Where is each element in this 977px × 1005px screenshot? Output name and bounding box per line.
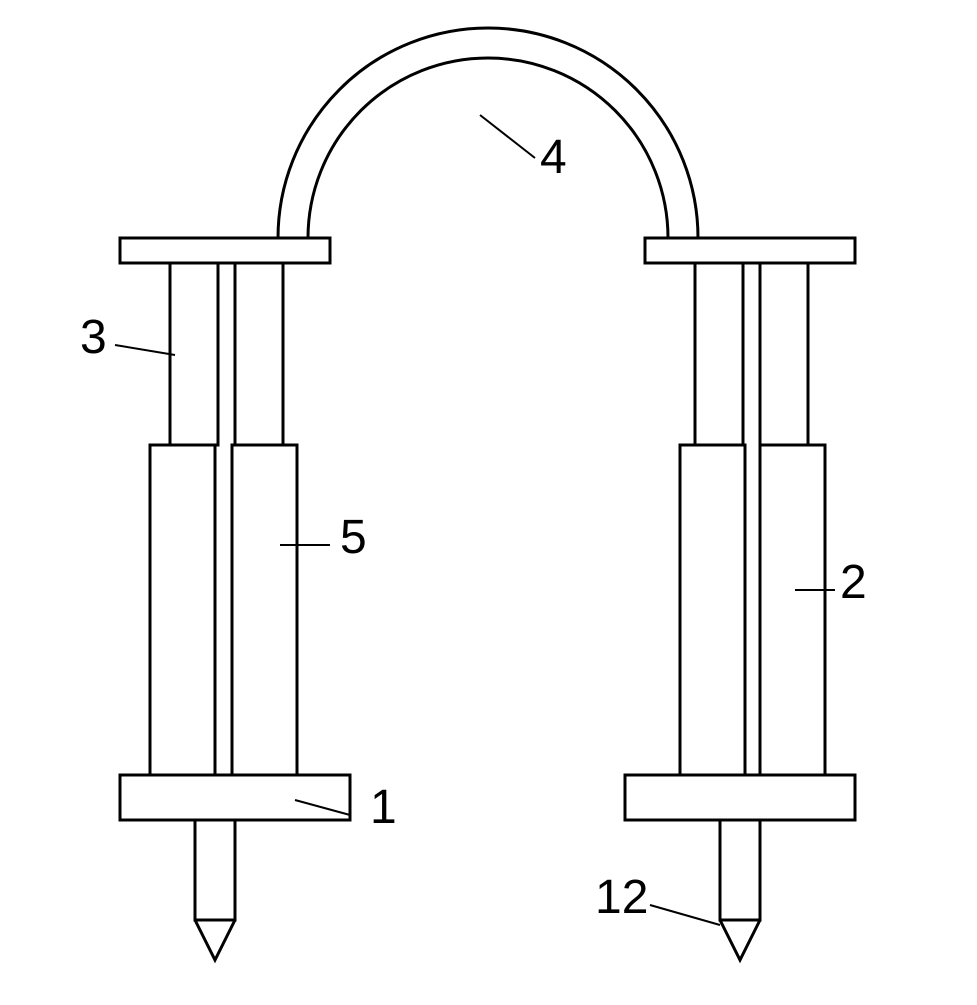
column-right-outer-upper xyxy=(760,263,808,445)
label-1: 1 xyxy=(370,780,397,835)
base-plate-right xyxy=(625,775,855,820)
leader-12 xyxy=(650,905,720,925)
arch-inner xyxy=(308,58,668,238)
stake-left xyxy=(195,820,235,960)
top-plate-left xyxy=(120,238,330,263)
column-right-outer-lower xyxy=(760,445,825,775)
leader-3 xyxy=(115,345,175,355)
leader-4 xyxy=(480,115,535,158)
top-plate-right xyxy=(645,238,855,263)
column-left-inner-lower xyxy=(232,445,297,775)
column-left-outer-upper xyxy=(170,263,218,445)
base-plate-left xyxy=(120,775,350,820)
label-12: 12 xyxy=(595,870,648,925)
column-left-inner-upper xyxy=(235,263,283,445)
column-right-inner-lower xyxy=(680,445,745,775)
label-3: 3 xyxy=(80,310,107,365)
label-2: 2 xyxy=(840,555,867,610)
stake-right xyxy=(720,820,760,960)
column-right-inner-upper xyxy=(695,263,743,445)
technical-diagram: 1 2 3 4 5 12 xyxy=(0,0,977,1000)
leader-1 xyxy=(295,800,350,815)
label-5: 5 xyxy=(340,510,367,565)
column-left-outer-lower xyxy=(150,445,215,775)
diagram-svg xyxy=(0,0,977,1000)
label-4: 4 xyxy=(540,130,567,185)
